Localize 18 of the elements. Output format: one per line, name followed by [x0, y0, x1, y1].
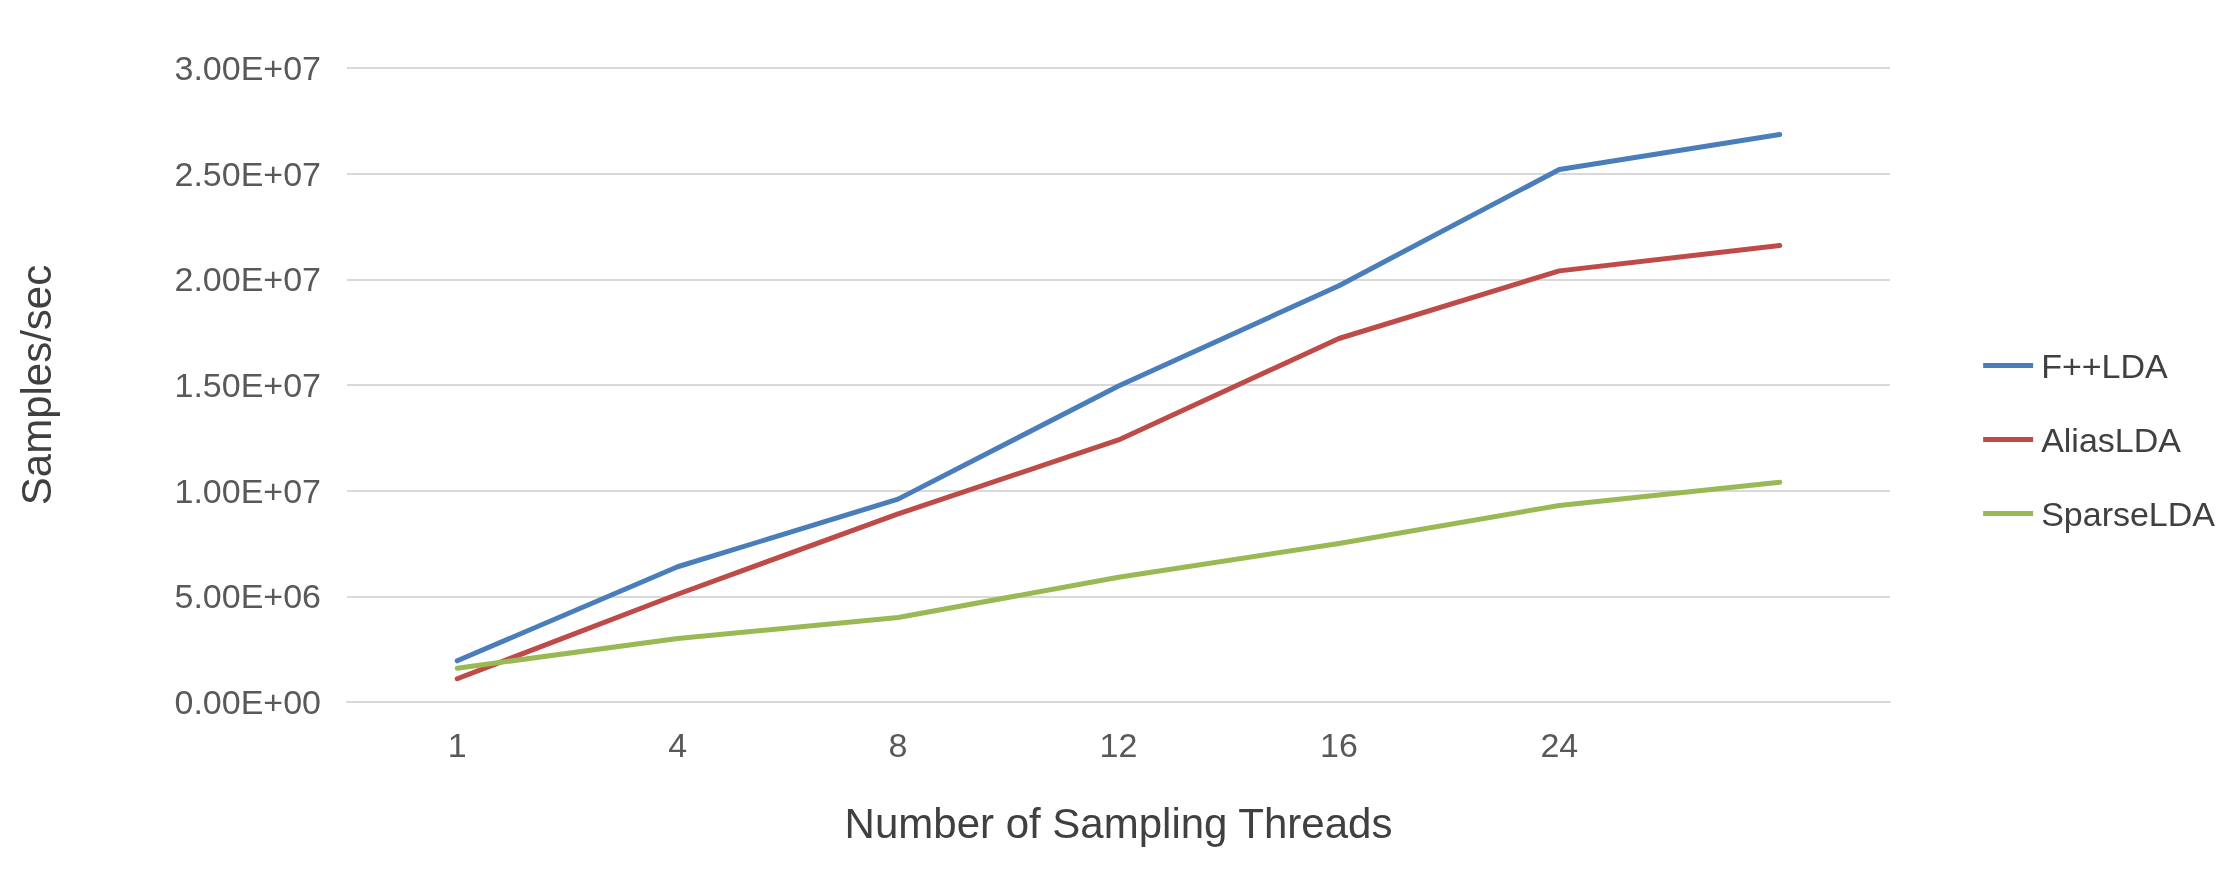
x-tick-label: 8: [888, 726, 908, 764]
x-tick-label: 4: [668, 726, 688, 764]
y-tick-label: 0.00E+00: [174, 683, 321, 721]
x-tick-label: 12: [1099, 726, 1138, 764]
y-tick-label: 2.50E+07: [174, 154, 321, 193]
y-tick-label: 1.50E+07: [174, 366, 321, 404]
x-tick-label: 16: [1320, 726, 1358, 764]
y-tick-label: 2.00E+07: [174, 260, 321, 299]
y-tick-label: 3.00E+07: [174, 49, 321, 87]
legend-label: SparseLDA: [2041, 494, 2216, 533]
x-tick-label: 1: [447, 726, 467, 764]
legend-label: AliasLDA: [2041, 420, 2182, 459]
x-axis-title: Number of Sampling Threads: [844, 799, 1393, 847]
y-tick-label: 5.00E+06: [174, 577, 321, 616]
x-tick-label: 24: [1540, 726, 1579, 764]
y-tick-label: 1.00E+07: [174, 471, 321, 510]
y-axis-title: Samples/sec: [12, 264, 60, 506]
legend-label: F++LDA: [2041, 346, 2169, 385]
